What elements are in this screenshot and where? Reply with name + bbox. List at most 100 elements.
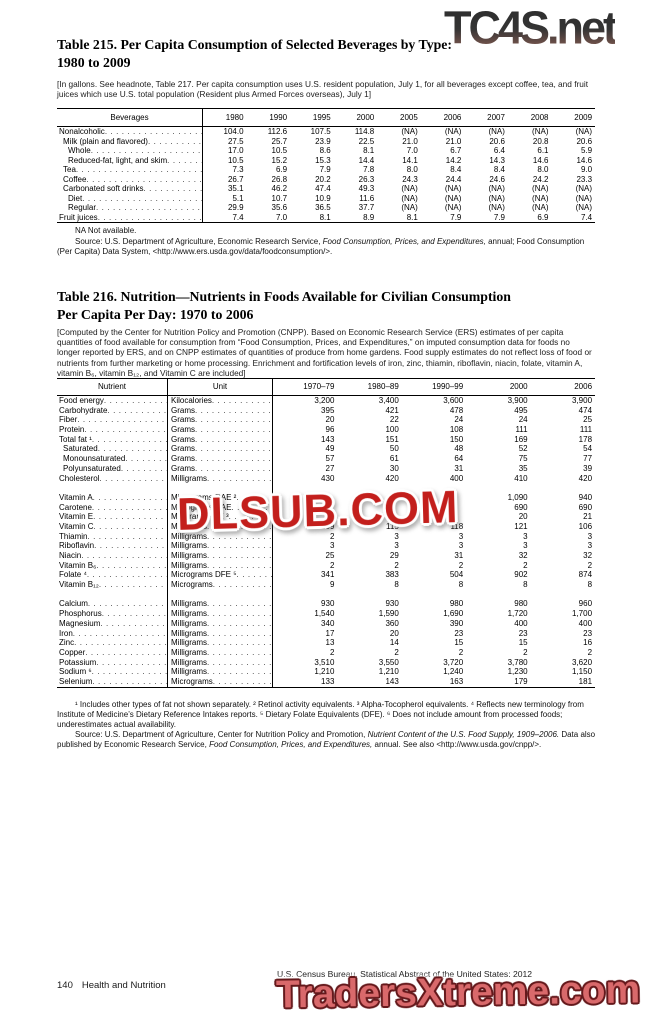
table-row: Carbonated soft drinks. . . . . . . . . … bbox=[57, 184, 595, 194]
value-cell: 474 bbox=[578, 405, 593, 415]
value-cell: 20.6 bbox=[489, 136, 505, 146]
column-header: 1990 bbox=[269, 113, 288, 122]
unit-cell: Milligrams. . . . . . . . . . . . . . . … bbox=[168, 647, 273, 658]
row-label: Polyunsaturated bbox=[63, 463, 121, 473]
value-cell: 1,210 bbox=[314, 667, 335, 677]
value-cell: 7.9 bbox=[319, 165, 331, 174]
row-label: Selenium bbox=[59, 676, 93, 686]
dot-leader: . . . . . . . . . . . . . . . . . . . . … bbox=[236, 492, 272, 502]
value-cell: 106 bbox=[578, 521, 593, 531]
table-216-header-row: Nutrient Unit 1970–79 1980–89 1990–99 2000 200… bbox=[57, 379, 595, 396]
value-cell: 14.1 bbox=[402, 155, 418, 165]
value-cell: 8.1 bbox=[406, 212, 418, 222]
table-row: Tea. . . . . . . . . . . . . . . . . . .… bbox=[57, 165, 595, 175]
value-cell: 115 bbox=[386, 521, 399, 531]
column-header: 2005 bbox=[400, 113, 418, 122]
row-label: Tea bbox=[63, 165, 76, 174]
column-header: Unit bbox=[168, 379, 273, 395]
column-header: 2008 bbox=[530, 113, 549, 122]
value-cell: 104.0 bbox=[223, 127, 244, 136]
row-label-cell: Total fat ¹. . . . . . . . . . . . . . .… bbox=[57, 434, 168, 445]
row-label: Calcium bbox=[59, 599, 88, 609]
unit-label: Micrograms RAE bbox=[171, 502, 232, 512]
row-label-cell: Cholesterol. . . . . . . . . . . . . . .… bbox=[57, 473, 168, 484]
table-215-headnote: [In gallons. See headnote, Table 217. Pe… bbox=[57, 79, 589, 100]
row-label-cell: Monounsaturated. . . . . . . . . . . . .… bbox=[57, 454, 168, 464]
row-label-cell: Polyunsaturated. . . . . . . . . . . . .… bbox=[57, 463, 168, 474]
value-cell: 360 bbox=[385, 618, 399, 628]
unit-cell: Grams. . . . . . . . . . . . . . . . . .… bbox=[168, 425, 273, 435]
table-row: Diet. . . . . . . . . . . . . . . . . . … bbox=[57, 193, 595, 203]
row-label: Diet bbox=[68, 193, 83, 203]
dot-leader: . . . . . . . . . . . . . . . . . . . . … bbox=[207, 551, 272, 560]
dot-leader: . . . . . . . . . . . . . . . . . . . . … bbox=[100, 618, 167, 628]
row-label: Vitamin C bbox=[59, 521, 94, 531]
row-label-cell: Tea. . . . . . . . . . . . . . . . . . .… bbox=[57, 165, 203, 175]
dot-leader: . . . . . . . . . . . . . . . . . . . . … bbox=[75, 165, 202, 174]
value-cell: 49 bbox=[325, 444, 335, 454]
value-cell: 32 bbox=[583, 551, 593, 560]
row-label: Fruit juices bbox=[59, 212, 98, 222]
value-cell: 2 bbox=[587, 560, 593, 570]
value-cell: 181 bbox=[578, 676, 593, 686]
row-label: Vitamin E bbox=[59, 512, 94, 522]
unit-cell: Micrograms. . . . . . . . . . . . . . . … bbox=[168, 676, 273, 687]
unit-cell: Milligrams. . . . . . . . . . . . . . . … bbox=[168, 521, 273, 532]
dot-leader: . . . . . . . . . . . . . . . . . . . . … bbox=[81, 551, 167, 560]
value-cell: 15.2 bbox=[271, 155, 288, 165]
value-cell: 2 bbox=[329, 647, 335, 657]
value-cell: 10.7 bbox=[271, 193, 288, 203]
row-label-cell: Saturated. . . . . . . . . . . . . . . .… bbox=[57, 444, 168, 455]
row-label-cell: Carbonated soft drinks. . . . . . . . . … bbox=[57, 184, 203, 194]
unit-cell: Milligrams ATE ³. . . . . . . . . . . . … bbox=[168, 512, 273, 522]
value-cell: 48 bbox=[454, 444, 464, 454]
value-cell: 1,230 bbox=[507, 667, 528, 677]
value-cell: 390 bbox=[449, 618, 464, 628]
value-cell: (NA) bbox=[401, 193, 418, 203]
value-cell: 16 bbox=[583, 638, 593, 648]
value-cell: 478 bbox=[449, 405, 464, 415]
unit-label: Milligrams bbox=[171, 667, 207, 677]
value-cell: 5.1 bbox=[232, 193, 244, 203]
dot-leader: . . . . . . . . . . . . . . . . . . . . … bbox=[195, 405, 272, 415]
dot-leader: . . . . . . . . . . . . . . . . . . . . … bbox=[147, 136, 202, 146]
row-label: Carotene bbox=[59, 502, 92, 512]
dot-leader: . . . . . . . . . . . . . . . . . . . . … bbox=[195, 463, 272, 473]
column-header: Nutrient bbox=[57, 379, 168, 395]
value-cell: 940 bbox=[578, 492, 593, 502]
value-cell: 5.9 bbox=[580, 146, 593, 155]
dot-leader: . . . . . . . . . . . . . . . . . . . . … bbox=[207, 647, 272, 657]
unit-label: Micrograms RAE ² bbox=[171, 492, 237, 502]
value-cell: 29.9 bbox=[227, 203, 244, 212]
value-cell: 27.5 bbox=[227, 136, 244, 146]
value-cell: 77 bbox=[583, 454, 593, 464]
value-cell: 980 bbox=[514, 599, 528, 609]
table-row: Polyunsaturated . . . . . . . . . . . . .… bbox=[57, 463, 595, 474]
value-cell: 24.3 bbox=[402, 174, 418, 184]
row-label: Magnesium bbox=[59, 618, 101, 628]
value-cell: (NA) bbox=[532, 193, 549, 203]
value-cell: 3 bbox=[523, 531, 528, 541]
value-cell: 8.4 bbox=[450, 165, 462, 174]
table-row: Potassium. . . . . . . . . . . . . . . .… bbox=[57, 657, 595, 668]
source-text: Source: U.S. Department of Agriculture, … bbox=[75, 729, 368, 739]
dot-leader: . . . . . . . . . . . . . . . . . . . . … bbox=[195, 415, 272, 425]
dot-leader: . . . . . . . . . . . . . . . . . . . . … bbox=[236, 570, 272, 580]
value-cell: 410 bbox=[514, 473, 528, 483]
column-header: 1980–89 bbox=[367, 382, 399, 391]
value-cell: 17 bbox=[325, 628, 335, 638]
unit-cell: Milligrams. . . . . . . . . . . . . . . … bbox=[168, 638, 273, 648]
value-cell: 980 bbox=[449, 599, 464, 609]
table-row: Fiber. . . . . . . . . . . . . . . . . .… bbox=[57, 415, 595, 426]
unit-label: Milligrams bbox=[171, 609, 207, 619]
row-label-cell: Magnesium. . . . . . . . . . . . . . . .… bbox=[57, 618, 168, 629]
row-label: Cholesterol bbox=[59, 473, 100, 483]
row-label: Vitamin B₆ bbox=[59, 560, 97, 570]
row-label-cell: Nonalcoholic. . . . . . . . . . . . . . … bbox=[57, 127, 203, 137]
value-cell: 3 bbox=[394, 541, 399, 551]
value-cell: 8.6 bbox=[319, 146, 331, 155]
unit-label: Grams bbox=[171, 425, 195, 435]
unit-label: Micrograms DFE ⁵ bbox=[171, 570, 237, 580]
table-215-title-line1: Table 215. Per Capita Consumption of Sel… bbox=[57, 37, 452, 52]
value-cell: (NA) bbox=[488, 193, 505, 203]
